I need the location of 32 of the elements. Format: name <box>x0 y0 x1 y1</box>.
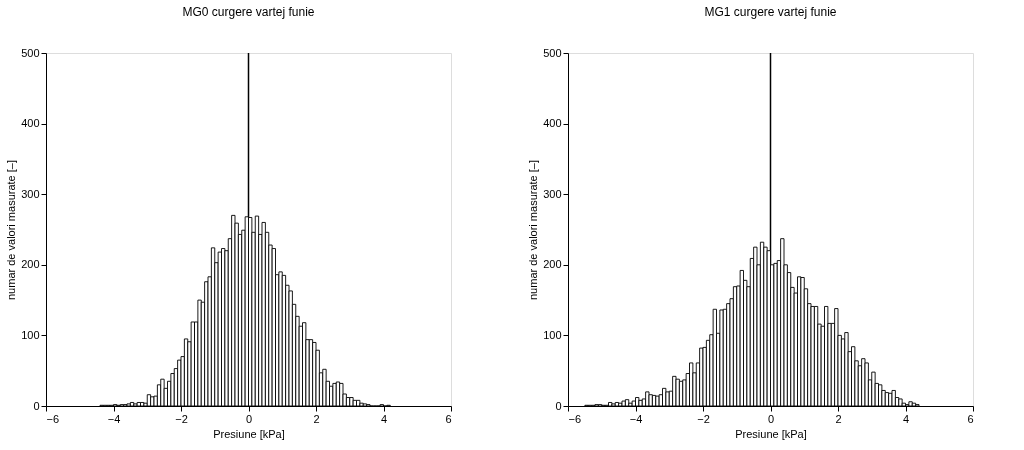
x-tick-label: 6 <box>445 412 452 425</box>
x-tick-label: −6 <box>46 412 60 425</box>
y-tick-label: 100 <box>21 328 40 341</box>
y-tick-label: 100 <box>543 328 562 341</box>
x-tick-label: −4 <box>107 412 121 425</box>
x-tick-label: −6 <box>568 412 582 425</box>
chart-title: MG0 curgere vartej funie <box>182 5 315 19</box>
y-tick-label: 300 <box>21 187 40 200</box>
x-tick-label: 6 <box>967 412 974 425</box>
y-tick-label: 200 <box>543 258 562 271</box>
y-tick-label: 300 <box>543 187 562 200</box>
y-axis-title: numar de valori masurate [–] <box>5 159 18 301</box>
x-tick-label: 0 <box>245 412 253 425</box>
chart-title: MG1 curgere vartej funie <box>704 5 837 19</box>
y-tick-label: 400 <box>543 117 562 130</box>
y-tick-label: 0 <box>33 399 40 412</box>
y-tick-label: 200 <box>21 258 40 271</box>
y-tick-label: 0 <box>555 399 562 412</box>
y-tick-label: 500 <box>21 46 40 59</box>
x-tick-label: 4 <box>902 412 910 425</box>
x-axis-title: Presiune [kPa] <box>213 427 285 440</box>
x-tick-label: 2 <box>313 412 320 425</box>
x-tick-label: 4 <box>380 412 388 425</box>
x-tick-label: −4 <box>629 412 643 425</box>
x-axis-title: Presiune [kPa] <box>735 427 807 440</box>
x-tick-label: 2 <box>835 412 842 425</box>
x-tick-label: −2 <box>175 412 188 425</box>
y-axis-title: numar de valori masurate [–] <box>527 159 540 301</box>
x-tick-label: 0 <box>767 412 775 425</box>
y-tick-label: 400 <box>21 117 40 130</box>
y-tick-label: 500 <box>543 46 562 59</box>
x-tick-label: −2 <box>697 412 710 425</box>
